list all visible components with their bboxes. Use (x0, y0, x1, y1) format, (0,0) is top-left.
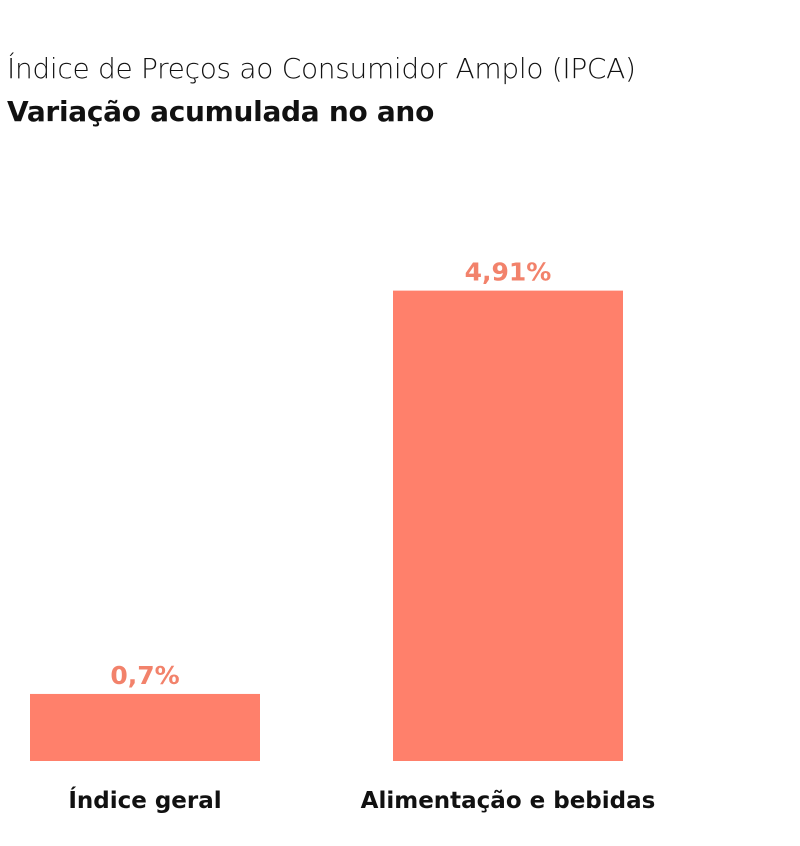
category-label-0: Índice geral (68, 786, 221, 814)
bar-1 (393, 290, 623, 761)
chart-title: Índice de Preços ao Consumidor Amplo (IP… (7, 52, 636, 85)
bar-0 (30, 693, 260, 761)
data-label-0: 0,7% (110, 661, 179, 690)
data-label-1: 4,91% (465, 258, 552, 287)
category-label-1: Alimentação e bebidas (361, 788, 656, 814)
chart-subtitle: Variação acumulada no ano (7, 95, 435, 128)
